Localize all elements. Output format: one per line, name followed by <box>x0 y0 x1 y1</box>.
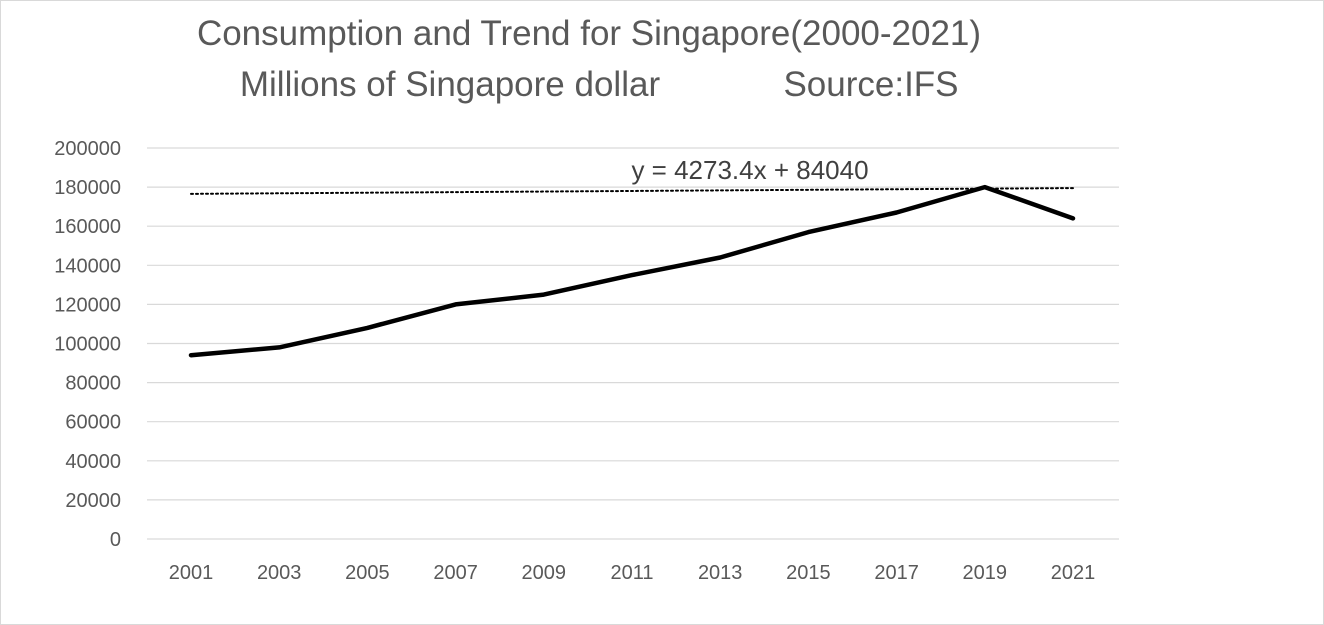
x-axis-tick-labels: 2001 2003 2005 2007 2009 2011 2013 2015 2017 2019… <box>169 562 1096 584</box>
x-tick-label: 2005 <box>345 562 390 584</box>
y-tick-label: 40000 <box>65 451 121 473</box>
series-layer <box>188 184 1076 358</box>
y-axis-tick-labels: 2000001800001600001400001200001000008000… <box>54 138 121 551</box>
y-tick-label: 180000 <box>54 177 121 199</box>
y-tick-label: 160000 <box>54 216 121 238</box>
x-tick-label: 2001 <box>169 562 214 584</box>
y-tick-label: 200000 <box>54 138 121 160</box>
x-tick-label: 2017 <box>874 562 919 584</box>
y-tick-label: 20000 <box>65 490 121 512</box>
x-tick-label: 2011 <box>610 562 653 584</box>
x-tick-label: 2021 <box>1051 562 1096 584</box>
x-tick-label: 2015 <box>786 562 831 584</box>
x-tick-label: 2013 <box>698 562 743 584</box>
y-tick-label: 140000 <box>54 255 121 277</box>
chart-subtitle-units: Millions of Singapore dollar <box>240 65 661 104</box>
y-tick-label: 0 <box>110 529 121 551</box>
y-tick-label: 60000 <box>65 412 121 434</box>
y-tick-label: 80000 <box>65 373 121 395</box>
x-tick-label: 2019 <box>963 562 1008 584</box>
gridlines <box>147 147 1119 540</box>
trendline-equation-label: y = 4273.4x + 84040 <box>631 155 868 185</box>
chart-title: Consumption and Trend for Singapore(2000… <box>197 14 981 53</box>
y-tick-label: 100000 <box>54 334 121 356</box>
x-tick-label: 2003 <box>257 562 302 584</box>
chart-subtitle-source: Source:IFS <box>783 65 958 104</box>
x-tick-label: 2007 <box>433 562 478 584</box>
x-tick-label: 2009 <box>522 562 567 584</box>
y-tick-label: 120000 <box>54 294 121 316</box>
consumption-series-line <box>188 184 1076 358</box>
trendline <box>190 187 1074 195</box>
